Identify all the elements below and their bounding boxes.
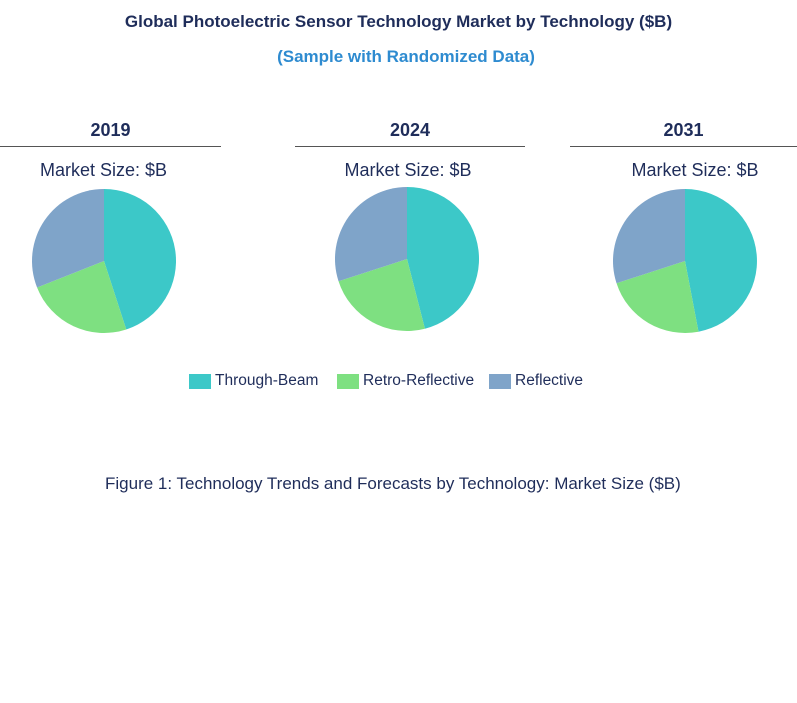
pie-slice-reflective xyxy=(334,187,407,282)
legend-label: Retro-Reflective xyxy=(363,372,475,389)
pie-slice-retro-reflective xyxy=(37,261,127,334)
panel-year-label: 2031 xyxy=(663,120,704,140)
chart-title: Global Photoelectric Sensor Technology M… xyxy=(124,12,673,31)
legend-label: Reflective xyxy=(515,372,584,389)
pie-chart-2019 xyxy=(32,189,177,334)
market-size-label: Market Size: $B xyxy=(39,160,168,180)
figure-caption: Figure 1: Technology Trends and Forecast… xyxy=(105,474,681,493)
market-size-label: Market Size: $B xyxy=(344,160,472,180)
pie-slice-through-beam xyxy=(407,187,480,329)
panel-divider xyxy=(295,146,525,147)
pie-panel-2024: 2024 Market Size: $B xyxy=(295,118,525,348)
panel-divider xyxy=(0,146,221,147)
panel-divider xyxy=(570,146,797,147)
pie-slice-through-beam xyxy=(685,189,757,332)
pie-slice-reflective xyxy=(32,189,104,288)
pie-chart-2031 xyxy=(612,189,757,333)
pie-chart-2024 xyxy=(334,187,480,332)
chart-subtitle: (Sample with Randomized Data) xyxy=(277,47,535,66)
legend-swatch-through-beam xyxy=(189,374,211,389)
pie-panel-2031: 2031 Market Size: $B xyxy=(570,118,797,348)
panel-year-label: 2024 xyxy=(389,120,431,140)
panel-year-label: 2019 xyxy=(90,120,131,140)
pie-panel-2019: 2019 Market Size: $B xyxy=(0,118,221,348)
legend-label: Through-Beam xyxy=(215,372,319,389)
market-size-label: Market Size: $B xyxy=(631,160,759,180)
legend-swatch-retro-reflective xyxy=(337,374,359,389)
legend-swatch-reflective xyxy=(489,374,511,389)
pie-slice-retro-reflective xyxy=(616,261,699,333)
pie-slice-retro-reflective xyxy=(338,259,425,332)
pie-slice-through-beam xyxy=(104,189,177,330)
pie-slice-reflective xyxy=(612,189,685,284)
